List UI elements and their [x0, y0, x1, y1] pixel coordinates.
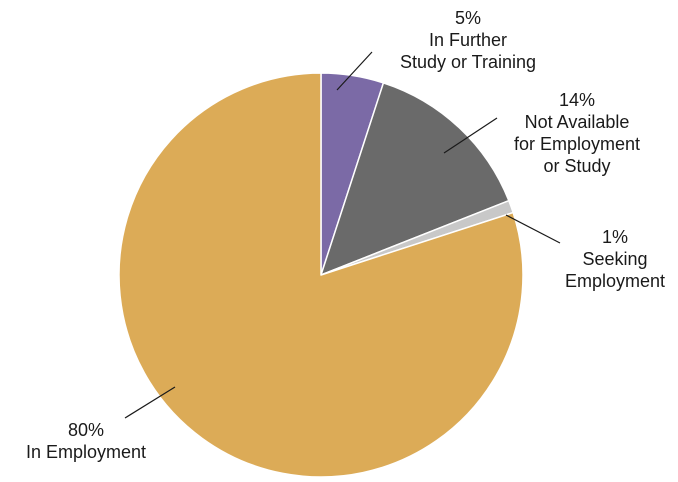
leader-line-seeking-employment: [505, 214, 561, 244]
data-label-not-available-for-employment-or-study: 14% Not Available for Employment or Study: [514, 90, 640, 176]
pie-slices: [118, 72, 524, 478]
category-label-line: Not Available: [525, 112, 630, 132]
category-label-line: for Employment: [514, 134, 640, 154]
data-label-in-employment: 80% In Employment: [26, 420, 146, 462]
leader-line-in-further-study-or-training: [336, 51, 373, 91]
category-label-line: or Study: [543, 156, 610, 176]
category-label-line: Seeking: [582, 249, 647, 269]
percent-label: 80%: [68, 420, 104, 440]
slice-labels: 5% In Further Study or Training 14% Not Avai…: [26, 8, 665, 462]
data-label-in-further-study-or-training: 5% In Further Study or Training: [400, 8, 536, 72]
pie-slice-not-available-for-employment-or-study: [320, 82, 510, 276]
category-label-line: In Further: [429, 30, 507, 50]
percent-label: 5%: [455, 8, 481, 28]
category-label-line: Employment: [565, 271, 665, 291]
category-label-line: In Employment: [26, 442, 146, 462]
data-label-seeking-employment: 1% Seeking Employment: [565, 227, 665, 291]
percent-label: 1%: [602, 227, 628, 247]
leader-line-not-available-for-employment-or-study: [443, 117, 498, 154]
percent-label: 14%: [559, 90, 595, 110]
category-label-line: Study or Training: [400, 52, 536, 72]
pie-slice-in-employment: [118, 72, 524, 478]
leader-line-in-employment: [124, 386, 176, 419]
